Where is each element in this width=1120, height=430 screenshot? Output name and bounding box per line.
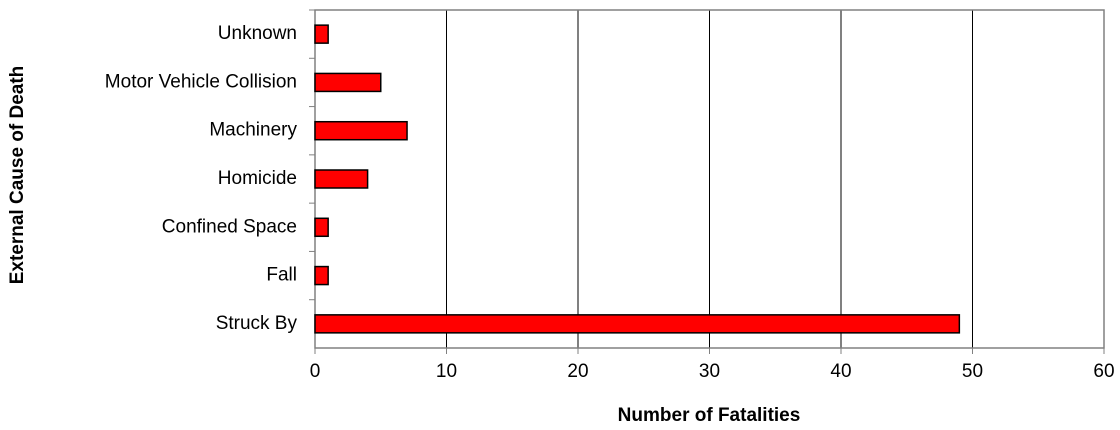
- bar: [314, 24, 329, 44]
- x-tick-label: 40: [830, 361, 851, 382]
- bar: [314, 72, 382, 93]
- y-tick-label: Fall: [266, 265, 297, 286]
- y-tick-label: Struck By: [216, 313, 298, 334]
- y-tick-label: Confined Space: [162, 216, 297, 237]
- bar: [314, 217, 329, 238]
- x-tick-label: 60: [1093, 361, 1114, 382]
- y-tick-label: Machinery: [209, 120, 297, 141]
- y-tick-label: Homicide: [218, 168, 297, 189]
- x-tick-label: 0: [310, 361, 321, 382]
- bar: [314, 314, 961, 334]
- x-axis-label: Number of Fatalities: [618, 405, 801, 426]
- y-tick-label: Motor Vehicle Collision: [105, 71, 297, 92]
- x-tick-label: 50: [962, 361, 983, 382]
- x-tick-label: 20: [567, 361, 588, 382]
- bar: [314, 169, 369, 189]
- x-tick-label: 10: [436, 361, 457, 382]
- y-tick-label: Unknown: [218, 23, 297, 44]
- x-tick-label: 30: [699, 361, 720, 382]
- y-axis-label: External Cause of Death: [7, 66, 28, 285]
- bar: [314, 265, 329, 286]
- bar: [314, 120, 408, 141]
